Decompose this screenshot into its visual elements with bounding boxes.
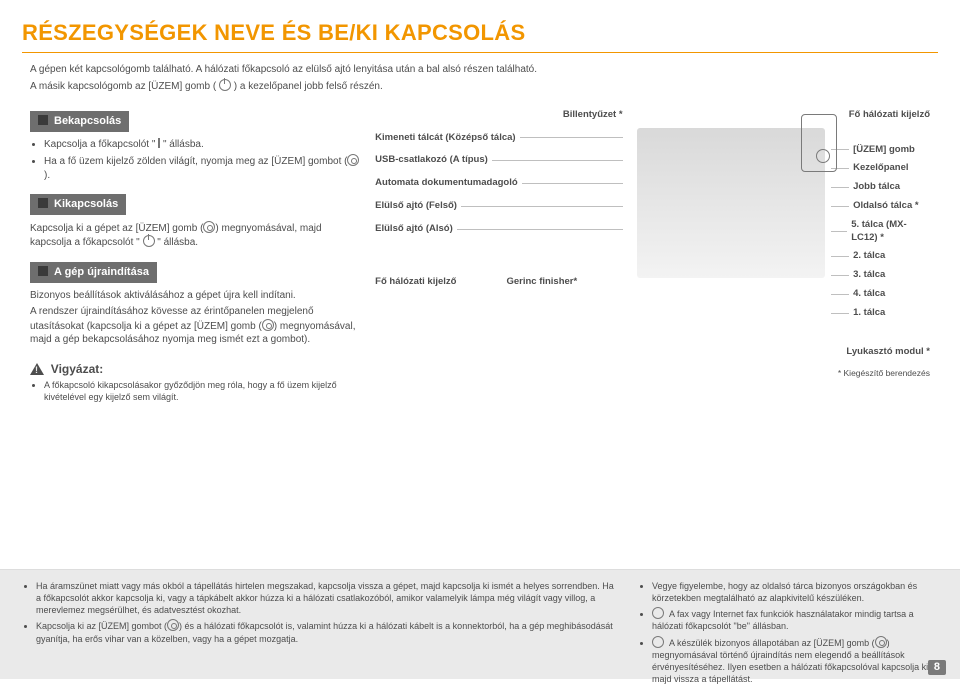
footer-col1: Ha áramszünet miatt vagy más okból a táp…: [22, 580, 614, 679]
intro-line2: A másik kapcsológomb az [ÜZEM] gomb ( ) …: [30, 79, 930, 94]
lbl-t5: 5. tálca (MX-LC12) *: [831, 219, 930, 245]
intro-line1: A gépen két kapcsológomb található. A há…: [30, 63, 930, 77]
lbl-t2: 2. tálca: [831, 250, 930, 263]
title-rule: [22, 52, 938, 53]
uzem-icon: [262, 319, 274, 331]
page-number: 8: [928, 660, 946, 675]
right-column: Fő hálózati kijelző [ÜZEM] gomb Kezelőpa…: [637, 105, 930, 410]
page-title: RÉSZEGYSÉGEK NEVE ÉS BE/KI KAPCSOLÁS: [22, 18, 938, 48]
lbl-kezelo: Kezelőpanel: [831, 162, 930, 175]
section-on-heading: Bekapcsolás: [30, 111, 129, 132]
pencil-icon: [652, 636, 664, 648]
note-3: A készülék bizonyos állapotában az [ÜZEM…: [652, 636, 938, 685]
printer-image: [637, 128, 826, 278]
uzem-icon: [347, 154, 359, 166]
lbl-lyuk: Lyukasztó modul *: [637, 346, 930, 359]
lbl-auto: Automata dokumentumadagoló: [375, 177, 622, 190]
lbl-t3: 3. tálca: [831, 269, 930, 282]
caution-1: A főkapcsoló kikapcsolásakor győződjön m…: [44, 379, 361, 403]
footer-col2: Vegye figyelembe, hogy az oldalsó tárca …: [638, 580, 938, 679]
lbl-gerinc: Gerinc finisher*: [506, 276, 577, 289]
lbl-kimeneti: Kimeneti tálcát (Középső tálca): [375, 132, 622, 145]
section-restart-heading: A gép újraindítása: [30, 262, 157, 283]
off-text: Kapcsolja ki a gépet az [ÜZEM] gomb () m…: [30, 221, 361, 250]
lbl-t1: 1. tálca: [831, 307, 930, 320]
power-icon: [219, 79, 231, 91]
section-off-heading: Kikapcsolás: [30, 194, 126, 215]
note-1: Vegye figyelembe, hogy az oldalsó tárca …: [652, 580, 938, 604]
lbl-usb: USB-csatlakozó (A típus): [375, 154, 622, 167]
right-label-list: [ÜZEM] gomb Kezelőpanel Jobb tálca Oldal…: [831, 138, 930, 326]
section-on-list: Kapcsolja a főkapcsolót " " állásba. Ha …: [30, 138, 361, 183]
warning-icon: [30, 363, 44, 375]
footer-band: Ha áramszünet miatt vagy más okból a táp…: [0, 569, 960, 679]
lbl-elulso-f: Elülső ajtó (Felső): [375, 200, 622, 213]
middle-column: Billentyűzet * Kimeneti tálcát (Középső …: [375, 105, 622, 410]
pencil-icon: [652, 607, 664, 619]
power-button-mock: [816, 149, 830, 163]
caution-2: Ha áramszünet miatt vagy más okból a táp…: [36, 580, 614, 616]
note-2: A fax vagy Internet fax funkciók használ…: [652, 607, 938, 632]
lbl-fo-haloz: Fő hálózati kijelző: [849, 109, 930, 122]
power-icon: [143, 235, 155, 247]
caution-3: Kapcsolja ki az [ÜZEM] gombot () és a há…: [36, 619, 614, 644]
uzem-icon: [203, 221, 215, 233]
lbl-billentyuzet: Billentyűzet *: [563, 109, 623, 122]
lbl-elulso-a: Elülső ajtó (Alsó): [375, 223, 622, 236]
lbl-fo-haloz2: Fő hálózati kijelző: [375, 276, 456, 289]
caution-list: A főkapcsoló kikapcsolásakor győződjön m…: [30, 379, 361, 403]
lbl-t4: 4. tálca: [831, 288, 930, 301]
restart-p1: Bizonyos beállítások aktiválásához a gép…: [30, 289, 361, 303]
lbl-oldal: Oldalsó tálca *: [831, 200, 930, 213]
lbl-jobb: Jobb tálca: [831, 181, 930, 194]
caution-heading: Vigyázat:: [51, 362, 103, 376]
page: RÉSZEGYSÉGEK NEVE ÉS BE/KI KAPCSOLÁS A g…: [0, 0, 960, 679]
uzem-icon: [875, 636, 887, 648]
lbl-uzem: [ÜZEM] gomb: [831, 144, 930, 157]
on-item1: Kapcsolja a főkapcsolót " " állásba.: [44, 138, 361, 152]
intro: A gépen két kapcsológomb található. A há…: [22, 63, 938, 105]
left-column: Bekapcsolás Kapcsolja a főkapcsolót " " …: [30, 105, 361, 410]
restart-p2: A rendszer újraindításához kövesse az ér…: [30, 305, 361, 347]
uzem-icon: [167, 619, 179, 631]
control-panel-mock: [801, 114, 837, 172]
lbl-kieg: * Kiegészítő berendezés: [637, 368, 930, 379]
on-item2: Ha a fő üzem kijelző zölden világít, nyo…: [44, 154, 361, 182]
